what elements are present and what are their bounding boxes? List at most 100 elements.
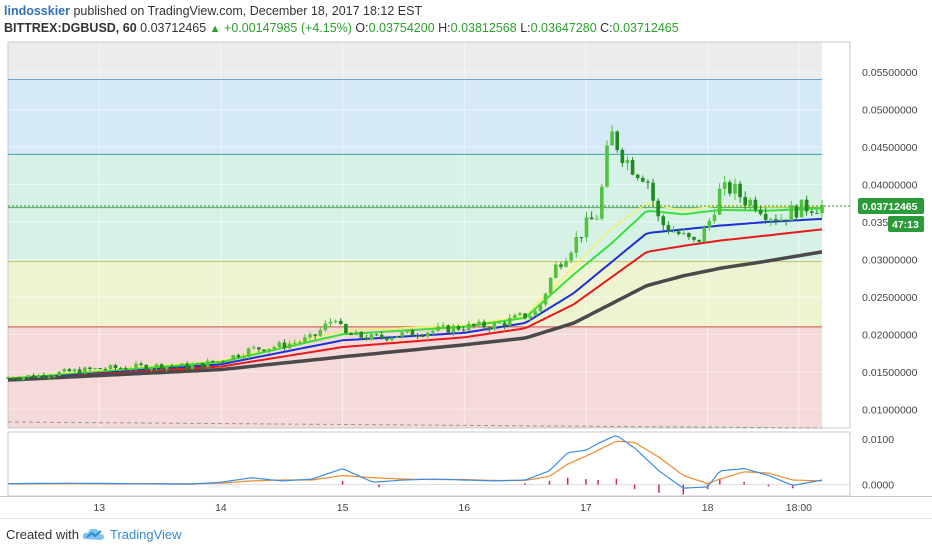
candle-body <box>344 324 348 334</box>
candle-body <box>77 369 82 374</box>
candle-body <box>318 330 323 336</box>
time-tick-label: 15 <box>337 502 349 514</box>
time-tick-label: 14 <box>215 502 227 514</box>
candle-body <box>129 368 133 370</box>
candle-body <box>748 199 753 206</box>
candle-body <box>625 159 630 163</box>
candle-body <box>354 331 358 336</box>
candle-body <box>415 335 420 337</box>
candle-body <box>88 367 92 370</box>
candle-body <box>262 349 266 352</box>
footer-bar: Created with TradingView <box>0 518 932 551</box>
candle-body <box>185 363 189 369</box>
candle-body <box>221 361 225 363</box>
candle-body <box>538 304 543 312</box>
candle-body <box>758 209 763 214</box>
macd-background <box>8 432 822 496</box>
candle-body <box>472 323 476 326</box>
candle-body <box>21 377 26 380</box>
tradingview-brand[interactable]: TradingView <box>110 527 182 542</box>
candle-body <box>466 323 471 331</box>
candle-body <box>815 212 819 214</box>
candle-body <box>149 368 154 370</box>
candle-body <box>123 368 128 370</box>
time-axis[interactable]: 13 14 15 16 17 18 18:00 <box>0 496 932 515</box>
price-zone-band <box>8 42 822 80</box>
candle-body <box>164 366 169 370</box>
candle-body <box>456 326 461 330</box>
time-tick-label: 18:00 <box>786 502 812 514</box>
candle-body <box>605 145 609 187</box>
moving-average-lines <box>7 203 823 382</box>
candle-body <box>492 323 497 330</box>
candle-body <box>410 330 415 336</box>
candle-body <box>656 200 660 217</box>
candle-body <box>282 342 287 349</box>
price-tick-label: 0.02000000 <box>862 329 918 341</box>
price-tick-label: 0.02500000 <box>862 292 918 304</box>
candle-body <box>98 368 102 370</box>
candle-body <box>569 252 573 261</box>
current-price-label: 0.03712465 <box>862 201 918 213</box>
candle-body <box>200 362 205 368</box>
candle-body <box>692 236 696 240</box>
author-name[interactable]: lindosskier <box>4 4 70 18</box>
candle-body <box>267 348 271 352</box>
candle-body <box>477 321 481 326</box>
candle-body <box>548 277 553 294</box>
fibonacci-levels <box>7 78 823 429</box>
candle-body <box>338 320 343 325</box>
candle-body <box>543 293 548 305</box>
candle-body <box>349 333 353 336</box>
ema-line <box>7 217 823 381</box>
candle-body <box>676 231 681 235</box>
price-zone-band <box>8 79 822 155</box>
candle-body <box>359 331 364 338</box>
publish-line: lindosskier published on TradingView.com… <box>4 3 422 19</box>
candle-body <box>794 205 799 218</box>
candle-body <box>687 233 691 237</box>
candle-body <box>589 217 594 220</box>
candle-body <box>190 365 195 369</box>
price-change: +0.00147985 (+4.15%) <box>224 21 352 35</box>
candle-body <box>292 342 297 344</box>
candle-body <box>205 360 210 368</box>
price-axis[interactable]: 0.05500000 0.05000000 0.04500000 0.04000000… <box>858 67 924 416</box>
candle-body <box>769 219 773 221</box>
candle-body <box>108 365 113 370</box>
candle-body <box>31 375 36 378</box>
low-label: L: <box>520 21 531 35</box>
candle-body <box>159 364 164 370</box>
chart-header: lindosskier published on TradingView.com… <box>4 3 924 41</box>
candle-body <box>170 366 174 368</box>
candle-body <box>226 360 230 362</box>
candle-body <box>364 337 369 340</box>
candle-body <box>446 325 451 333</box>
up-triangle-icon: ▲ <box>209 23 221 35</box>
candle-body <box>518 313 522 316</box>
candle-body <box>733 183 737 194</box>
time-tick-label: 13 <box>93 502 105 514</box>
trading-chart[interactable]: 0.05500000 0.05000000 0.04500000 0.04000000… <box>0 0 932 518</box>
candle-body <box>47 376 51 378</box>
price-tick-label: 0.05000000 <box>862 104 918 116</box>
candle-body <box>210 360 215 363</box>
ema-line <box>7 203 823 379</box>
candle-body <box>497 322 502 324</box>
candle-body <box>722 182 727 189</box>
candle-body <box>620 149 625 163</box>
tradingview-cloud-icon[interactable] <box>82 525 106 543</box>
candle-body <box>16 379 21 381</box>
candle-body <box>139 363 143 365</box>
candle-body <box>175 366 179 368</box>
candle-body <box>738 183 742 198</box>
candle-body <box>600 186 604 219</box>
candle-body <box>799 199 804 218</box>
candle-body <box>134 363 138 369</box>
candlestick-series <box>6 125 850 382</box>
ema-line <box>7 228 823 381</box>
candle-body <box>712 214 717 221</box>
candle-body <box>405 330 410 333</box>
candle-body <box>574 237 579 253</box>
candle-body <box>390 337 394 341</box>
